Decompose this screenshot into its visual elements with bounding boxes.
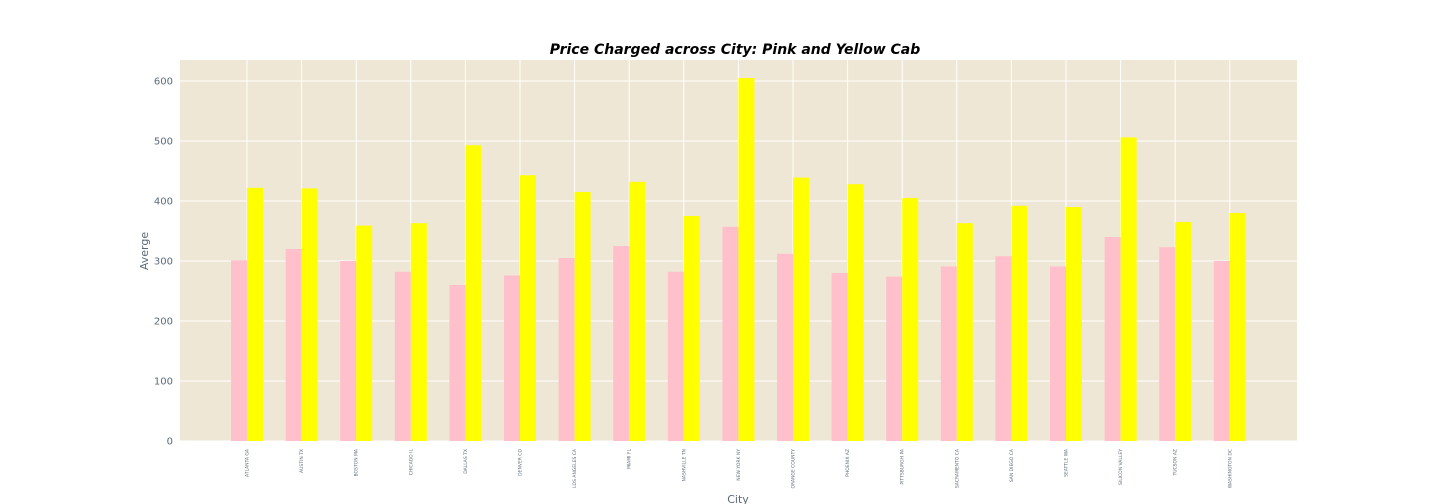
- x-tick-label: MIAMI FL: [627, 449, 633, 470]
- x-tick-label: LOS ANGELES CA: [572, 448, 578, 488]
- y-tick-label: 400: [154, 197, 173, 208]
- bar-series-1: [231, 260, 247, 441]
- x-tick-label: NASHVILLE TN: [681, 449, 687, 482]
- x-tick-label: ORANGE COUNTY: [791, 449, 797, 489]
- bar-series-2: [356, 225, 373, 441]
- y-tick-label: 0: [167, 437, 173, 448]
- bar-series-2: [738, 78, 755, 441]
- bar-series-1: [777, 253, 793, 441]
- bar-series-1: [340, 261, 357, 441]
- x-tick-label: SILICON VALLEY: [1118, 449, 1124, 485]
- bar-series-2: [902, 198, 919, 441]
- bar-series-2: [847, 184, 864, 441]
- bar-series-2: [301, 188, 318, 441]
- bar-series-2: [1120, 137, 1137, 441]
- y-axis-label: Averge: [138, 232, 151, 270]
- bar-series-2: [410, 223, 427, 441]
- x-tick-label: WASHINGTON DC: [1227, 449, 1233, 488]
- y-tick-label: 300: [154, 257, 173, 268]
- bar-series-1: [394, 271, 411, 441]
- bar-series-2: [683, 216, 700, 441]
- x-tick-label: CHICAGO IL: [408, 449, 414, 476]
- bar-series-2: [1175, 222, 1192, 441]
- y-tick-labels: 0 100 200 300 400 500 600: [154, 77, 173, 448]
- x-axis-label: City: [727, 493, 749, 504]
- bar-series-2: [247, 187, 263, 441]
- bar-series-1: [285, 249, 302, 441]
- bar-series-2: [1066, 207, 1082, 441]
- bar-series-1: [558, 258, 575, 441]
- x-tick-label: AUSTIN TX: [299, 449, 305, 473]
- bar-series-1: [722, 226, 739, 441]
- y-tick-label: 200: [154, 317, 173, 328]
- bar-series-1: [613, 246, 630, 441]
- bar-series-2: [520, 175, 536, 441]
- bar-series-2: [956, 223, 973, 441]
- bar-series-2: [574, 192, 591, 441]
- y-tick-label: 500: [154, 137, 173, 148]
- bar-series-1: [1213, 261, 1230, 441]
- chart-title: Price Charged across City: Pink and Yell…: [550, 42, 921, 58]
- bars: [231, 78, 1246, 442]
- bar-series-2: [1011, 205, 1028, 441]
- x-tick-label: BOSTON MA: [354, 448, 360, 476]
- bar-series-2: [629, 181, 646, 442]
- bar-series-1: [1050, 266, 1066, 441]
- bar-series-1: [504, 275, 520, 441]
- x-tick-labels: ATLANTA GA AUSTIN TX BOSTON MA CHICAGO IL DA…: [245, 448, 1234, 488]
- bar-series-1: [1159, 247, 1176, 441]
- bar-series-1: [940, 266, 957, 441]
- bar-series-2: [465, 145, 482, 441]
- x-tick-label: NEW YORK NY: [736, 449, 742, 481]
- bar-series-1: [831, 273, 848, 441]
- x-tick-label: DALLAS TX: [463, 449, 469, 474]
- x-tick-label: PITTSBURGH PA: [900, 448, 906, 485]
- bar-series-2: [1229, 213, 1246, 441]
- bar-series-1: [995, 256, 1012, 441]
- bar-series-2: [793, 177, 809, 441]
- x-tick-label: ATLANTA GA: [245, 448, 251, 477]
- x-tick-label: SAN DIEGO CA: [1009, 448, 1015, 482]
- x-tick-label: SEATTLE WA: [1064, 448, 1070, 477]
- x-tick-label: TUCSON AZ: [1173, 449, 1179, 477]
- bar-series-1: [1104, 237, 1121, 441]
- x-tick-label: SACRAMENTO CA: [954, 448, 960, 488]
- x-tick-label: DENVER CO: [518, 449, 524, 476]
- x-tick-label: PHOENIX AZ: [845, 449, 851, 477]
- bar-series-1: [667, 271, 684, 441]
- y-tick-label: 100: [154, 377, 173, 388]
- bar-series-1: [449, 285, 466, 441]
- y-tick-label: 600: [154, 77, 173, 88]
- bar-series-1: [886, 276, 903, 441]
